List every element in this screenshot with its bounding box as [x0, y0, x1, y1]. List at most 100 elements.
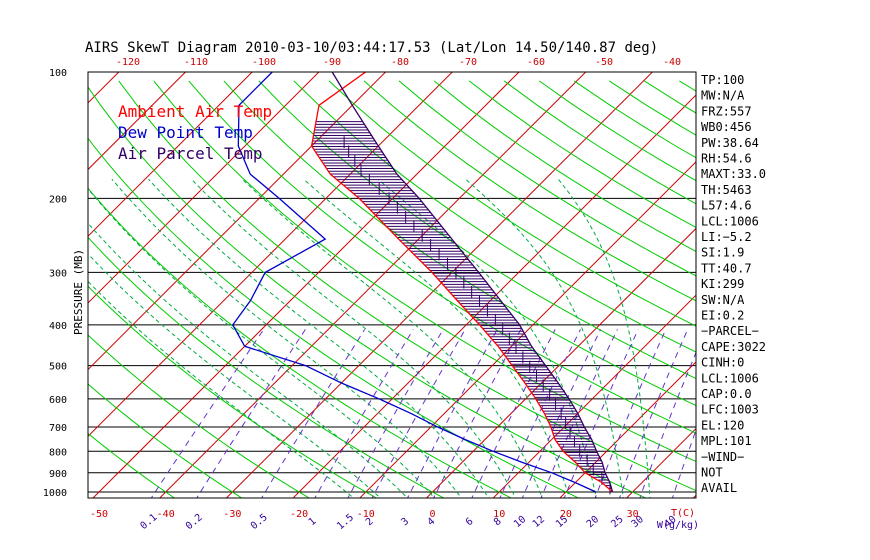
pressure-tick-label: 600: [49, 395, 67, 406]
dry-adiabat-line: [88, 334, 310, 498]
parcel-temp-line: [331, 72, 614, 493]
index-label: EI:0.2: [701, 309, 744, 323]
bottom-temp-tick-label: 10: [493, 509, 505, 520]
mixing-ratio-tick-label: 2: [364, 516, 376, 528]
index-label: LCL:1006: [701, 371, 759, 385]
chart-title: AIRS SkewT Diagram 2010-03-10/03:44:17.5…: [85, 40, 658, 56]
dry-adiabat-line: [328, 80, 696, 327]
index-label: −PARCEL−: [701, 324, 759, 338]
index-label: CAPE:3022: [701, 340, 766, 354]
mixing-ratio-tick-label: 8: [492, 516, 504, 528]
moist-adiabat-line: [557, 178, 651, 498]
isotherm-line: [359, 161, 696, 498]
bottom-temp-tick-label: -30: [223, 509, 241, 520]
mixing-ratio-axis-label: W(g/kg): [657, 520, 699, 531]
plot-frame: [87, 71, 697, 499]
top-temp-tick-label: -70: [459, 57, 477, 68]
top-temp-tick-label: -120: [116, 57, 140, 68]
dry-adiabat-line: [88, 187, 513, 498]
dry-adiabat-line: [118, 80, 696, 492]
top-temp-tick-label: -100: [252, 57, 276, 68]
index-label: RH:54.6: [701, 152, 752, 166]
pressure-tick-label: 400: [49, 321, 67, 332]
mixing-ratio-line: [618, 329, 689, 498]
dry-adiabat-line: [88, 383, 243, 498]
index-label: SI:1.9: [701, 246, 744, 260]
mixing-ratio-tick-label: 0.5: [249, 512, 270, 532]
mixing-ratio-tick-label: 4: [426, 516, 438, 528]
top-temp-tick-label: -40: [663, 57, 681, 68]
moist-adiabat-line: [241, 178, 544, 498]
dry-adiabat-line: [468, 80, 696, 228]
isotherm-line: [559, 361, 696, 498]
dry-adiabat-line: [293, 80, 696, 353]
moist-adiabat-line: [88, 280, 355, 498]
index-label: L57:4.6: [701, 199, 752, 213]
mixing-ratio-line: [471, 329, 556, 498]
isotherm-line: [492, 294, 696, 498]
pressure-tick-label: 200: [49, 194, 67, 205]
y-axis-label: PRESSURE (MB): [72, 249, 85, 335]
moist-adiabat-line: [465, 178, 624, 498]
isotherm-line: [425, 227, 696, 498]
dry-adiabat-line: [88, 432, 176, 498]
mixing-ratio-line: [196, 329, 306, 498]
isotherm-line: [88, 72, 253, 237]
index-label: MW:N/A: [701, 89, 745, 103]
moist-adiabat-line: [88, 187, 436, 498]
index-label: TH:5463: [701, 183, 752, 197]
bottom-temp-tick-label: -40: [157, 509, 175, 520]
bottom-temp-tick-label: -10: [357, 509, 375, 520]
index-label: KI:299: [701, 277, 744, 291]
bottom-temp-tick-label: 0: [429, 509, 435, 520]
dry-adiabat-line: [188, 80, 696, 434]
isotherm-line: [88, 72, 187, 171]
mixing-ratio-line: [347, 329, 444, 498]
top-temp-tick-label: -60: [527, 57, 545, 68]
index-label: CINH:0: [701, 356, 744, 370]
index-label: EL:120: [701, 418, 744, 432]
mixing-ratio-line: [314, 329, 414, 498]
dry-adiabat-line: [223, 80, 696, 407]
top-temp-tick-label: -50: [595, 57, 613, 68]
mixing-ratio-tick-label: 6: [464, 516, 476, 528]
moist-adiabat-line: [88, 222, 409, 498]
pressure-tick-label: 1000: [43, 488, 67, 499]
dry-adiabat-line: [88, 236, 445, 498]
mixing-ratio-tick-label: 1: [307, 516, 319, 528]
index-label: −WIND−: [701, 450, 744, 464]
mixing-ratio-tick-label: 25: [609, 514, 625, 530]
pressure-tick-label: 300: [49, 268, 67, 279]
pressure-tick-label: 700: [49, 423, 67, 434]
mixing-ratio-line: [150, 329, 265, 498]
mixing-ratio-tick-label: 1.5: [335, 512, 356, 532]
index-label: TP:100: [701, 73, 744, 87]
bottom-temp-tick-label: -20: [290, 509, 308, 520]
pressure-tick-label: 100: [49, 68, 67, 79]
isotherm-line: [88, 72, 320, 304]
index-label: AVAIL: [701, 481, 737, 495]
dry-adiabat-line: [258, 80, 696, 380]
mixing-ratio-line: [261, 329, 366, 498]
ambient-temp-line: [310, 72, 614, 493]
mixing-ratio-tick-label: 10: [512, 514, 528, 530]
index-label: LCL:1006: [701, 214, 759, 228]
mixing-ratio-tick-label: 12: [531, 514, 547, 530]
bottom-temp-tick-label: 20: [560, 509, 572, 520]
moist-adiabat-line: [111, 178, 463, 498]
dry-adiabat-line: [363, 80, 696, 302]
top-temp-tick-label: -110: [184, 57, 208, 68]
index-label: FRZ:557: [701, 104, 752, 118]
top-temp-tick-label: -80: [391, 57, 409, 68]
isotherm-line: [92, 72, 520, 498]
moist-adiabat-line: [191, 178, 517, 498]
legend-dewpoint: Dew Point Temp: [118, 123, 253, 142]
dewpoint-temp-line: [232, 72, 597, 493]
index-label: LI:−5.2: [701, 230, 752, 244]
dry-adiabat-line: [398, 80, 696, 277]
index-label: MAXT:33.0: [701, 167, 766, 181]
bottom-temp-tick-label: -50: [90, 509, 108, 520]
index-label: WB0:456: [701, 120, 752, 134]
index-label: PW:38.64: [701, 136, 759, 150]
